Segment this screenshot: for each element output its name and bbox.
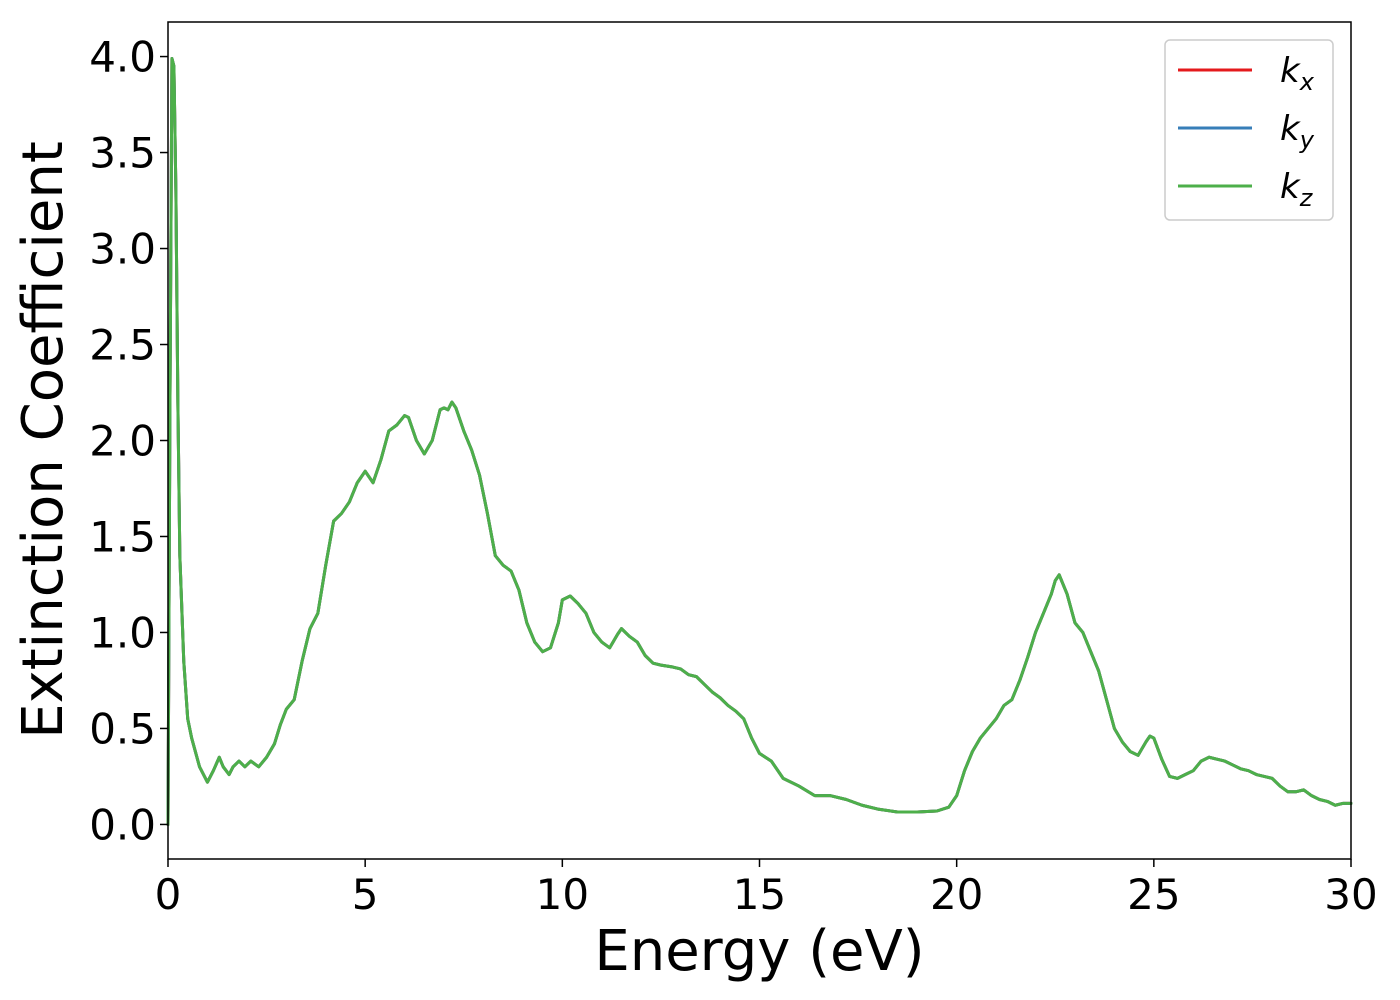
y-tick-label: 0.0 (89, 800, 156, 849)
legend-label-z: kz (1280, 167, 1314, 212)
y-tick-label: 3.0 (89, 225, 156, 274)
y-tick-label: 2.5 (89, 321, 156, 370)
x-tick-label: 20 (930, 870, 983, 919)
series-layer (166, 56, 1353, 826)
y-tick-label: 0.5 (89, 704, 156, 753)
x-tick-label: 25 (1127, 870, 1180, 919)
y-tick-label: 4.0 (89, 33, 156, 82)
legend-label-x: kx (1280, 51, 1315, 96)
x-axis-label: Energy (eV) (594, 919, 924, 984)
y-tick-label: 2.0 (89, 417, 156, 466)
legend-entries: kx ky kz (1178, 51, 1315, 212)
x-axis-ticks: 0 5 10 15 20 25 30 (155, 859, 1378, 919)
legend-box (1164, 39, 1334, 221)
plot-area (168, 22, 1351, 859)
legend: kx ky kz (1164, 39, 1334, 221)
y-tick-label: 1.0 (89, 608, 156, 657)
y-axis-ticks: 0.0 0.5 1.0 1.5 2.0 2.5 3.0 3.5 4.0 (89, 33, 168, 849)
legend-label-y: ky (1280, 109, 1315, 154)
x-tick-label: 30 (1324, 870, 1377, 919)
series-line-z (166, 56, 1353, 826)
x-tick-label: 0 (155, 870, 182, 919)
x-tick-label: 10 (536, 870, 589, 919)
y-axis-label: Extinction Coefficient (11, 141, 76, 739)
y-tick-label: 3.5 (89, 129, 156, 178)
x-tick-label: 15 (733, 870, 786, 919)
y-tick-label: 1.5 (89, 512, 156, 561)
x-tick-label: 5 (352, 870, 379, 919)
